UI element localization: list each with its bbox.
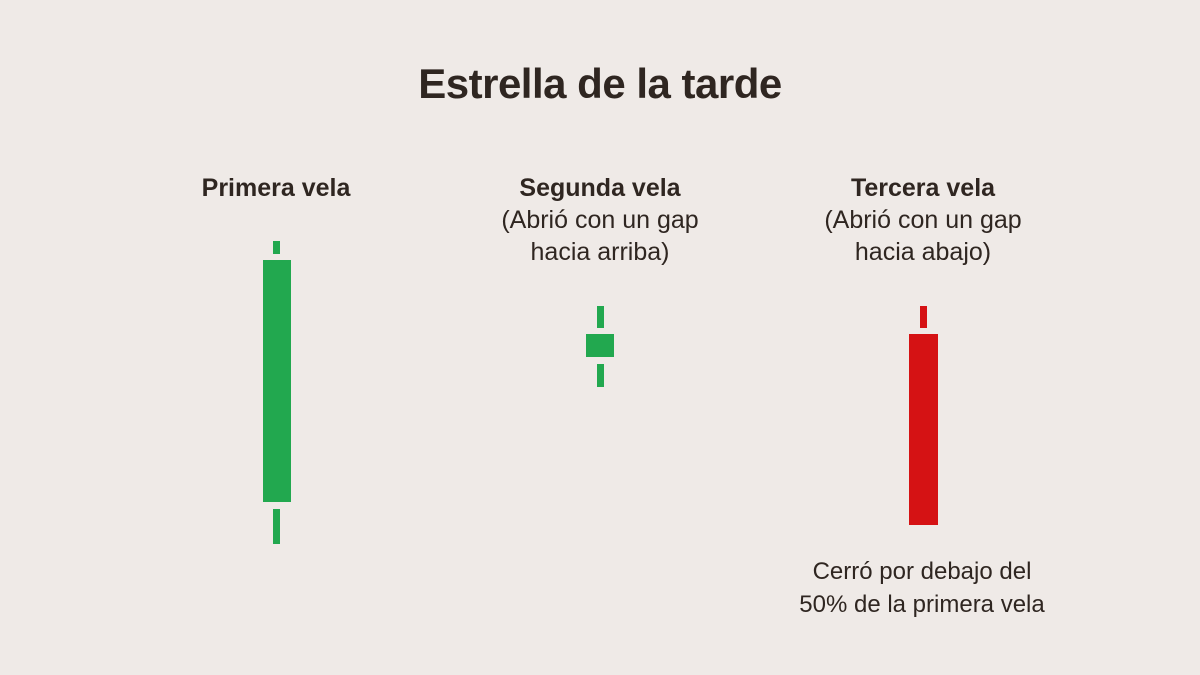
candle-1-label: Primera vela <box>116 172 436 204</box>
candle-3-upper-wick <box>920 306 927 328</box>
candle-1-upper-wick <box>273 241 280 254</box>
candle-2-body <box>586 334 614 357</box>
candle-3-heading: Tercera vela <box>850 174 996 202</box>
close-note-line-1: Cerró por debajo del <box>812 558 1032 585</box>
candle-3-sub-1: (Abrió con un gap <box>824 206 1022 234</box>
candle-2-sub-2: hacia arriba) <box>530 238 670 266</box>
candle-1-body <box>263 260 291 502</box>
candle-3-sub-2: hacia abajo) <box>854 238 992 266</box>
candle-2-sub-1: (Abrió con un gap <box>501 206 699 234</box>
candle-2-heading: Segunda vela <box>519 174 681 202</box>
candle-3-label: Tercera vela (Abrió con un gap hacia aba… <box>763 172 1083 268</box>
candle-1-lower-wick <box>273 509 280 544</box>
candle-1-heading: Primera vela <box>201 174 351 202</box>
candle-3-body <box>909 334 938 525</box>
candle-2-label: Segunda vela (Abrió con un gap hacia arr… <box>440 172 760 268</box>
candle-2-lower-wick <box>597 364 604 387</box>
close-note: Cerró por debajo del 50% de la primera v… <box>762 555 1082 621</box>
diagram-title: Estrella de la tarde <box>418 60 782 107</box>
candle-2-upper-wick <box>597 306 604 328</box>
close-note-line-2: 50% de la primera vela <box>799 591 1045 618</box>
